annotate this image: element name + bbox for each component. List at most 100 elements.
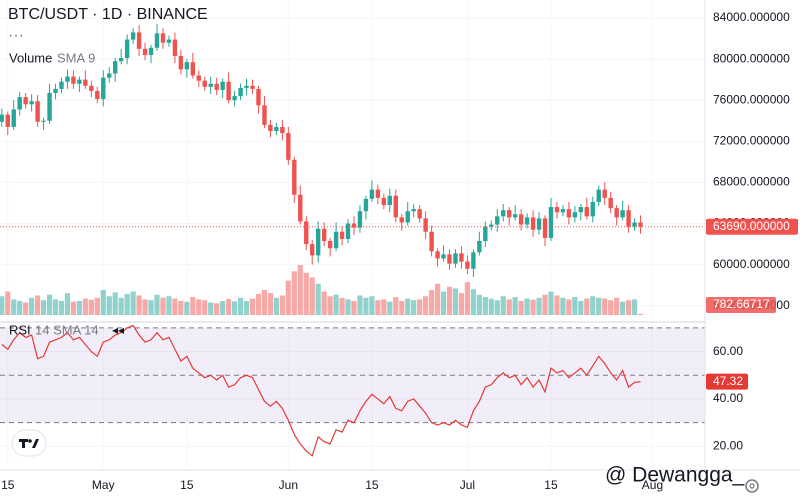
candle-body <box>417 209 422 219</box>
candle-body <box>399 217 404 223</box>
candle-body <box>160 33 166 43</box>
volume-layer <box>0 265 644 315</box>
candle-body <box>95 90 100 100</box>
candle-body <box>130 32 136 40</box>
candle-body <box>166 39 172 43</box>
candle-body <box>268 124 273 132</box>
candle-body <box>369 189 375 199</box>
candle-body <box>483 226 488 242</box>
y-tick-label: 84000.000000 <box>713 10 790 24</box>
candle-body <box>393 195 398 218</box>
volume-bar <box>23 302 29 315</box>
candle-body <box>196 75 201 81</box>
candle-body <box>578 207 584 213</box>
volume-bar <box>267 293 274 315</box>
candle-body <box>190 62 196 76</box>
candle-body <box>220 81 225 90</box>
candle-body <box>345 223 351 239</box>
volume-bar <box>29 297 35 315</box>
volume-bar <box>0 296 5 315</box>
volume-bar <box>190 297 196 315</box>
volume-bar <box>387 301 393 315</box>
volume-bar <box>309 277 315 315</box>
candle-body <box>447 254 452 264</box>
volume-bar <box>82 298 88 315</box>
gear-ring[interactable] <box>745 479 759 493</box>
candle-body <box>113 61 118 74</box>
volume-bar <box>369 296 375 315</box>
rsi-collapse-dots[interactable]: ◂◂ <box>112 323 124 337</box>
candle-body <box>602 189 607 198</box>
candle-body <box>124 39 130 59</box>
rsi-layer <box>1 324 641 457</box>
candle-body <box>548 207 554 238</box>
volume-bar <box>554 295 560 315</box>
volume-bar <box>417 299 423 315</box>
candle-body <box>226 81 231 101</box>
y-tick-label: 76000.000000 <box>713 92 790 106</box>
volume-bar <box>118 297 124 315</box>
volume-bar <box>237 297 244 315</box>
candle-body <box>232 96 237 101</box>
logo-slash <box>32 439 39 448</box>
volume-bar <box>178 300 184 315</box>
volume-bar <box>446 286 453 315</box>
collapse-dots[interactable]: ··· <box>8 27 24 44</box>
candle-body <box>23 97 28 105</box>
volume-bar <box>11 299 17 315</box>
volume-bar <box>620 301 626 315</box>
candle-body <box>304 221 309 245</box>
candle-body <box>423 218 428 232</box>
candle-layer <box>0 24 705 277</box>
volume-badge <box>706 297 776 313</box>
rsi-badge <box>706 373 748 390</box>
settings-gear[interactable] <box>745 479 759 493</box>
candle-body <box>518 214 524 225</box>
volume-bar <box>184 301 190 315</box>
volume-bar <box>232 301 238 315</box>
candle-body <box>184 62 190 70</box>
y-tick-label: 72000.000000 <box>713 133 790 147</box>
volume-bar <box>100 290 106 315</box>
candle-body <box>292 159 297 195</box>
volume-bar <box>542 294 548 315</box>
volume-bar <box>273 297 279 315</box>
gear-hub[interactable] <box>749 483 755 489</box>
volume-bar <box>333 294 339 315</box>
candle-body <box>333 231 339 249</box>
volume-bar <box>40 300 47 315</box>
logo-badge <box>11 429 47 457</box>
volume-bar <box>243 300 250 315</box>
candle-body <box>53 88 58 94</box>
volume-bar <box>464 282 471 315</box>
volume-bar <box>548 291 554 315</box>
volume-last-label: 782.66717 <box>713 297 770 311</box>
candle-body <box>262 105 267 125</box>
volume-bar <box>631 299 638 315</box>
volume-bar <box>339 297 345 315</box>
candle-body <box>357 211 363 228</box>
volume-bar <box>17 300 23 315</box>
volume-bar <box>130 291 136 315</box>
volume-bar <box>512 297 518 315</box>
volume-bar <box>614 297 620 315</box>
candle-body <box>435 251 440 259</box>
candle-body <box>429 231 434 252</box>
volume-bar <box>76 300 82 315</box>
y-tick-label: 80000.000000 <box>713 51 790 65</box>
axis-layer: 56000.00000060000.00000064000.0000006800… <box>1 10 798 492</box>
x-tick-label: Aug <box>642 478 663 492</box>
volume-bar <box>226 299 232 315</box>
volume-bar <box>506 299 512 315</box>
x-tick-label: 15 <box>544 478 558 492</box>
candle-body <box>632 222 637 227</box>
volume-bar <box>399 300 405 315</box>
candle-body <box>77 79 82 84</box>
candle-body <box>441 254 446 259</box>
candle-body <box>244 85 249 88</box>
candle-body <box>530 217 536 230</box>
candle-body <box>321 228 327 242</box>
candle-body <box>471 252 476 269</box>
candle-body <box>11 109 16 127</box>
candle-body <box>614 208 619 218</box>
